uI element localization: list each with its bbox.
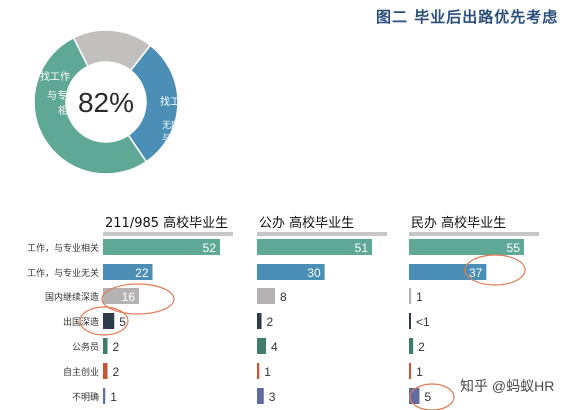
panel-underline [103, 232, 233, 236]
pie-slice-1 [127, 44, 179, 163]
panel-title: 公办 高校毕业生 [259, 215, 354, 231]
highlight-ellipse [409, 383, 455, 410]
bar [409, 288, 412, 304]
panel-underline [257, 232, 387, 236]
bar [409, 388, 420, 404]
pie-label-blue-line: 无所谓 [162, 120, 189, 131]
bar-value-label: 51 [355, 241, 369, 255]
bar-value-label: 1 [110, 390, 117, 404]
category-label: 公务员 [72, 341, 99, 353]
bar [409, 363, 412, 379]
bar-value-label: 30 [307, 266, 321, 280]
bar [103, 338, 108, 354]
pie-label-green-line: 相关 [58, 104, 78, 117]
bar [409, 338, 414, 354]
bar-value-label: 52 [203, 241, 217, 255]
bar-value-label: <1 [416, 315, 430, 329]
bar-value-label: 1 [416, 365, 423, 379]
pie-label-blue-line: 找工作 [160, 95, 190, 108]
pie-label-blue-line: 相关 [168, 145, 186, 157]
panel-title: 211/985 高校毕业生 [105, 215, 228, 231]
bar-value-label: 16 [122, 290, 136, 304]
highlight-ellipse [101, 283, 175, 315]
category-label: 工作，与专业无关 [27, 267, 99, 279]
bar [103, 264, 153, 280]
bar-value-label: 22 [135, 266, 149, 280]
highlight-ellipse [464, 254, 526, 286]
bar-value-label: 55 [507, 241, 521, 255]
panel-underline [409, 232, 539, 236]
bar-value-label: 4 [271, 340, 278, 354]
category-label: 不明确 [72, 391, 99, 403]
bar [103, 288, 139, 304]
pie-center-label: 82% [78, 87, 134, 118]
bar [103, 313, 115, 329]
highlight-ellipse [79, 306, 129, 336]
category-label: 自主创业 [63, 366, 99, 378]
category-label: 出国深造 [63, 316, 99, 328]
bar [103, 388, 106, 404]
bar-value-label: 37 [469, 266, 483, 280]
category-label: 国内继续深造 [45, 291, 99, 303]
panel-title: 民办 高校毕业生 [411, 215, 506, 231]
bar-value-label: 2 [113, 365, 120, 379]
bar-value-label: 1 [264, 365, 271, 379]
pie-label-blue-line: 与专业 [162, 132, 189, 144]
bar [103, 239, 220, 255]
bar [257, 239, 372, 255]
bar [257, 288, 276, 304]
bar-value-label: 8 [280, 290, 287, 304]
bar-value-label: 1 [416, 290, 423, 304]
bar [257, 363, 260, 379]
bar [409, 313, 411, 329]
bar [257, 264, 325, 280]
pie-slice-0 [33, 36, 148, 175]
figure-title: 图二 毕业后出路优先考虑 [376, 8, 559, 26]
bar-value-label: 2 [418, 340, 425, 354]
bar-value-label: 2 [267, 315, 274, 329]
category-label: 工作，与专业相关 [27, 242, 99, 254]
bar [103, 363, 108, 379]
bar-value-label: 5 [119, 315, 126, 329]
pie-label-green-line: 找工作 [40, 70, 70, 83]
bar [257, 388, 264, 404]
bar [409, 239, 524, 255]
watermark-text: 知乎 @蚂蚁HR [460, 378, 555, 394]
bar-value-label: 5 [424, 390, 431, 404]
pie-slice-2 [72, 29, 152, 72]
bar-value-label: 2 [113, 340, 120, 354]
bar [257, 313, 262, 329]
pie-label-green-line: 与专业 [47, 89, 77, 102]
bar-value-label: 3 [269, 390, 276, 404]
bar [257, 338, 267, 354]
